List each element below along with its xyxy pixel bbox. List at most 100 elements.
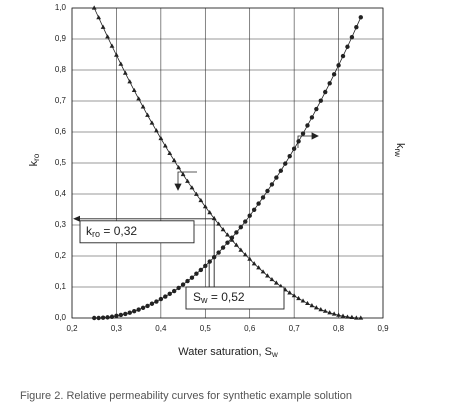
triangle-marker: [256, 265, 261, 270]
x-tick-label: 0,5: [200, 324, 212, 333]
triangle-marker: [185, 178, 190, 183]
circle-marker: [220, 245, 226, 250]
x-tick-label: 0,4: [155, 324, 167, 333]
triangle-marker: [273, 280, 279, 285]
triangle-marker: [158, 135, 164, 141]
circle-marker: [185, 278, 190, 284]
triangle-marker: [171, 157, 177, 163]
circle-marker: [216, 250, 221, 255]
triangle-marker: [131, 87, 137, 93]
circle-marker: [278, 168, 284, 173]
triangle-marker: [180, 171, 186, 177]
triangle-marker: [105, 34, 110, 39]
triangle-marker: [265, 273, 270, 278]
series-line: [94, 17, 362, 319]
annotation-value: = 0,52: [208, 290, 245, 304]
circle-marker: [247, 213, 252, 218]
circle-marker: [105, 315, 110, 320]
triangle-marker: [100, 24, 106, 29]
arrow-head: [73, 215, 80, 222]
circle-marker: [189, 275, 195, 280]
x-tick-label: 0,3: [111, 324, 123, 333]
circle-marker: [198, 267, 204, 273]
circle-marker: [318, 98, 323, 103]
y-tick-label: 0,5: [55, 158, 67, 167]
triangle-marker: [207, 210, 213, 215]
triangle-marker: [220, 227, 226, 232]
triangle-marker: [225, 232, 230, 237]
circle-marker: [229, 235, 235, 240]
circle-marker: [349, 34, 355, 40]
triangle-marker: [322, 308, 328, 313]
annotation-value: = 0,32: [100, 224, 137, 238]
y-tick-label: 1,0: [55, 3, 67, 12]
triangle-marker: [127, 79, 133, 84]
triangle-marker: [296, 295, 301, 301]
circle-marker: [176, 285, 181, 291]
y-axis-label: kro: [28, 153, 41, 166]
triangle-marker: [136, 96, 142, 101]
circle-marker: [260, 195, 266, 200]
circle-marker: [305, 123, 310, 128]
triangle-marker: [91, 5, 97, 10]
annotation-text: kro = 0,32: [86, 224, 137, 239]
y-tick-label: 0,8: [55, 65, 67, 74]
annotation-sub: ro: [92, 229, 100, 239]
circle-marker: [327, 81, 332, 86]
circle-marker: [243, 219, 248, 224]
triangle-marker: [327, 310, 333, 315]
triangle-marker: [149, 120, 155, 125]
triangle-marker: [260, 269, 266, 274]
triangle-marker: [122, 70, 128, 75]
circle-marker: [154, 299, 159, 304]
y-tick-label: 0,0: [55, 313, 67, 322]
y-tick-label: 0,7: [55, 96, 67, 105]
circle-marker: [354, 25, 359, 30]
circle-marker: [283, 161, 288, 166]
grid: [71, 7, 384, 319]
triangle-marker: [162, 143, 168, 148]
annotation-box: [79, 220, 195, 244]
triangle-marker: [340, 313, 346, 318]
circle-marker: [140, 305, 146, 310]
circle-marker: [194, 271, 199, 276]
circle-marker: [207, 259, 212, 264]
circle-marker: [287, 153, 292, 159]
circle-marker: [331, 72, 337, 77]
x-tick-label: 0,6: [244, 324, 256, 333]
triangle-marker: [242, 252, 248, 257]
x-tick-label: 0,8: [333, 324, 345, 333]
triangle-marker: [247, 256, 253, 261]
triangle-marker: [233, 242, 239, 247]
annotation-text: Sw = 0,52: [193, 290, 245, 305]
circle-marker: [323, 89, 328, 95]
triangle-marker: [309, 303, 315, 308]
circle-marker: [314, 106, 319, 112]
x-axis-label: Water saturation, Sw: [178, 346, 278, 359]
triangle-marker: [216, 221, 222, 226]
triangle-marker: [291, 293, 297, 298]
plot-frame: [71, 7, 384, 319]
caption: Figure 2. Relative permeability curves f…: [20, 390, 352, 402]
circle-marker: [123, 311, 128, 317]
circle-marker: [145, 303, 150, 309]
curve-arrows: [174, 132, 319, 191]
x-tick-label: 0,2: [66, 324, 78, 333]
triangle-marker: [358, 315, 364, 320]
circle-marker: [358, 15, 363, 20]
annotation-main: k: [86, 224, 93, 238]
triangle-marker: [269, 276, 275, 282]
circle-marker: [265, 188, 270, 194]
circle-marker: [269, 182, 275, 187]
triangle-marker: [140, 104, 146, 109]
x-tick-label: 0,9: [377, 324, 389, 333]
circle-marker: [238, 224, 244, 230]
circle-marker: [296, 139, 301, 144]
triangle-marker: [96, 15, 102, 20]
triangle-marker: [353, 315, 359, 320]
circle-marker: [340, 53, 346, 59]
circle-marker: [127, 310, 132, 315]
triangle-marker: [331, 311, 337, 316]
triangle-marker: [202, 204, 208, 209]
triangle-marker: [313, 305, 319, 310]
